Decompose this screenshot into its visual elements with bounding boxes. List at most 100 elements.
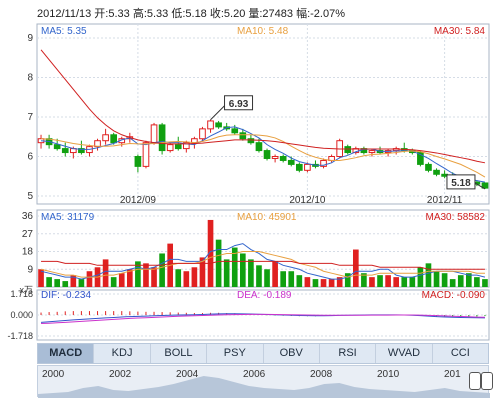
candle-body: [481, 182, 489, 189]
low-callout-box: [446, 174, 476, 190]
candle-body: [344, 146, 352, 154]
price-y-tick: 9: [27, 33, 33, 44]
stock-chart[interactable]: 9 8 7 6 5 2012/09 2012/10 2012/11 MA5: 5.35 MA10:…: [0, 0, 494, 343]
low-callout-line: [474, 182, 486, 190]
timeline-price-area: [38, 376, 490, 398]
high-callout-box: [224, 95, 254, 111]
tab-obv[interactable]: OBV: [264, 344, 320, 363]
tab-rsi[interactable]: RSI: [320, 344, 377, 363]
volume-bar: [304, 277, 311, 287]
price-ma5-label: MA5: 5.35: [41, 26, 87, 37]
timeline-year-label: 2002: [109, 369, 132, 380]
volume-bar: [336, 277, 343, 287]
volume-bar: [62, 281, 69, 287]
timeline-year-label: 201: [444, 369, 461, 380]
volume-bar: [441, 273, 448, 287]
volume-bar: [239, 253, 246, 287]
candle-body: [53, 144, 61, 150]
candle-body: [255, 142, 263, 152]
volume-bar: [264, 269, 270, 287]
volume-bar: [78, 279, 85, 287]
volume-bar: [159, 253, 165, 287]
volume-bar: [474, 277, 480, 287]
volume-bar: [482, 279, 488, 287]
price-y-tick: 6: [27, 152, 33, 163]
volume-ma5-line: [40, 243, 486, 280]
tab-boll[interactable]: BOLL: [151, 344, 208, 363]
volume-bar: [102, 259, 109, 287]
volume-bar: [465, 273, 472, 287]
volume-y-tick: 27: [22, 229, 34, 240]
range-right-handle[interactable]: [481, 372, 493, 390]
candle-body: [158, 124, 166, 152]
tab-wvad[interactable]: WVAD: [376, 344, 433, 363]
volume-bar: [312, 279, 319, 287]
timeline-year-label: 2006: [243, 369, 266, 380]
range-left-handle[interactable]: [469, 372, 481, 390]
volume-bar: [377, 275, 383, 287]
volume-bar: [409, 277, 416, 287]
volume-ma5-label: MA5: 31179: [41, 212, 95, 223]
candle-body: [287, 159, 295, 165]
volume-bar: [38, 269, 44, 287]
volume-bar: [449, 279, 456, 287]
volume-bar: [46, 277, 52, 287]
candle-body: [239, 132, 247, 140]
volume-ma30-line: [41, 260, 485, 270]
volume-bar: [344, 273, 351, 287]
price-y-tick: 7: [27, 112, 33, 123]
candle-body: [215, 122, 222, 128]
volume-bar: [385, 275, 391, 287]
volume-bar: [417, 267, 424, 287]
candle-body: [263, 150, 271, 159]
volume-y-tick: 9: [27, 264, 33, 275]
candle-body: [61, 148, 69, 154]
candle-body: [231, 128, 239, 134]
volume-bar: [135, 261, 141, 287]
price-ma10-label: MA10: 5.48: [237, 26, 289, 37]
candle-body: [102, 134, 109, 142]
volume-bar: [272, 261, 278, 287]
candle-body: [207, 120, 214, 130]
volume-bar: [183, 271, 190, 287]
price-ma30-line: [40, 49, 486, 164]
volume-bar: [369, 277, 375, 287]
volume-bar: [433, 271, 440, 287]
volume-bar: [110, 277, 117, 287]
macd-y-tick: 1.718: [10, 289, 33, 299]
price-x-tick: 2012/10: [289, 195, 326, 206]
volume-bar: [320, 279, 327, 287]
volume-y-tick: 36: [22, 211, 34, 222]
volume-bar: [296, 275, 303, 287]
volume-unit: x万: [19, 285, 33, 295]
macd-dea-label: DEA: -0.189: [237, 290, 292, 301]
candle-body: [271, 156, 279, 159]
volume-bar: [361, 273, 367, 287]
timeline-navigator[interactable]: 2000 2002 2004 2006 2008 2010 201: [37, 365, 490, 398]
quote-summary: 2012/11/13 开:5.33 高:5.33 低:5.18 收:5.20 量…: [37, 8, 345, 20]
volume-bar: [352, 249, 359, 287]
candle-body: [110, 134, 118, 144]
candle-body: [166, 144, 174, 152]
volume-bar: [151, 267, 157, 287]
timeline-year-label: 2000: [42, 369, 65, 380]
volume-bar: [248, 259, 254, 287]
volume-bar: [86, 271, 93, 287]
tab-cci[interactable]: CCI: [450, 347, 470, 359]
candle-body: [182, 142, 190, 150]
tab-macd[interactable]: MACD: [38, 344, 95, 363]
timeline-year-label: 2004: [176, 369, 199, 380]
volume-bar: [401, 277, 408, 287]
price-x-tick: 2012/11: [427, 195, 463, 206]
candle-body: [78, 148, 85, 154]
tab-kdj[interactable]: KDJ: [94, 344, 151, 363]
candle-body: [279, 156, 287, 161]
tab-psy[interactable]: PSY: [207, 344, 264, 363]
volume-ma10-line: [40, 251, 485, 278]
macd-value-label: MACD: -0.090: [422, 290, 486, 301]
macd-dea-line: [41, 313, 485, 325]
volume-bar: [207, 219, 214, 287]
high-callout-line: [210, 105, 225, 121]
volume-bar: [425, 263, 432, 287]
price-y-tick: 8: [27, 73, 33, 84]
